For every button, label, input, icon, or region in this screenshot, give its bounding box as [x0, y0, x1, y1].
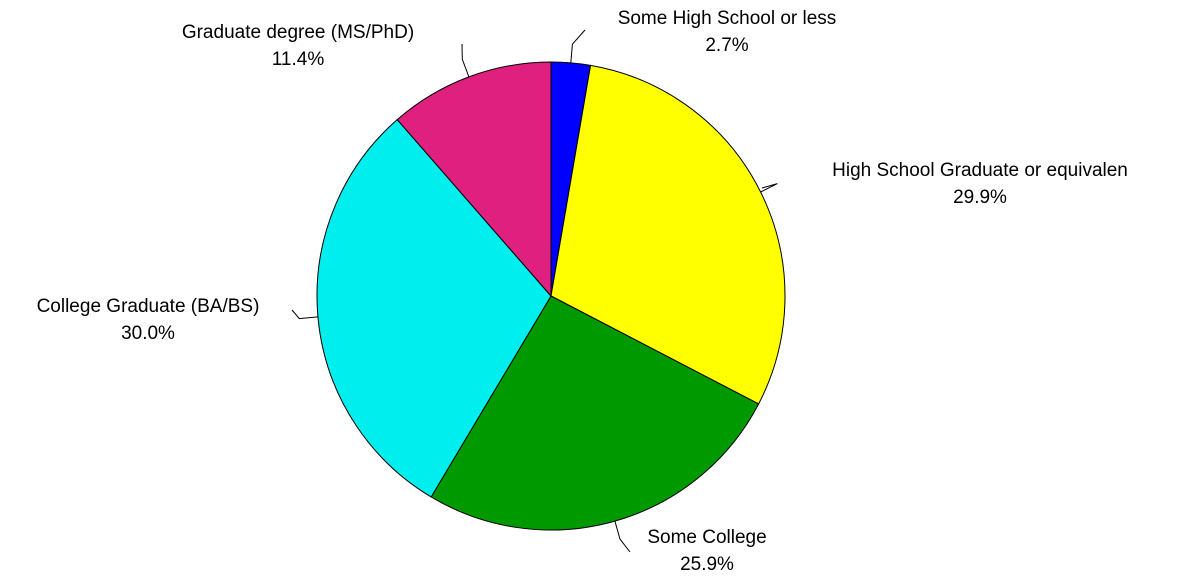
slice-label: Some College — [647, 527, 766, 548]
slice-value-label: 2.7% — [705, 35, 748, 56]
slice-label: High School Graduate or equivalen — [832, 160, 1128, 181]
leader-line — [461, 43, 470, 78]
slice-value-label: 30.0% — [121, 323, 175, 344]
leader-line — [291, 309, 318, 320]
pie-slices — [316, 61, 786, 531]
label-some-high-school: Some High School or less 2.7% — [618, 8, 837, 56]
label-high-school-graduate: High School Graduate or equivalen 29.9% — [832, 160, 1128, 208]
pie-slice — [550, 64, 786, 405]
slice-label: Some High School or less — [618, 8, 837, 29]
label-some-college: Some College 25.9% — [647, 527, 766, 575]
slice-value-label: 11.4% — [272, 49, 325, 70]
label-college-graduate: College Graduate (BA/BS) 30.0% — [37, 296, 260, 344]
label-graduate-degree: Graduate degree (MS/PhD) 11.4% — [182, 22, 414, 70]
slice-value-label: 25.9% — [680, 554, 734, 575]
slice-value-label: 29.9% — [953, 187, 1007, 208]
leader-line — [570, 29, 586, 63]
slice-label: Graduate degree (MS/PhD) — [182, 22, 414, 43]
leader-line — [760, 183, 778, 193]
leader-lines — [291, 29, 778, 553]
leader-line — [614, 520, 631, 553]
pie-slice — [316, 118, 552, 498]
slice-label: College Graduate (BA/BS) — [37, 296, 260, 317]
